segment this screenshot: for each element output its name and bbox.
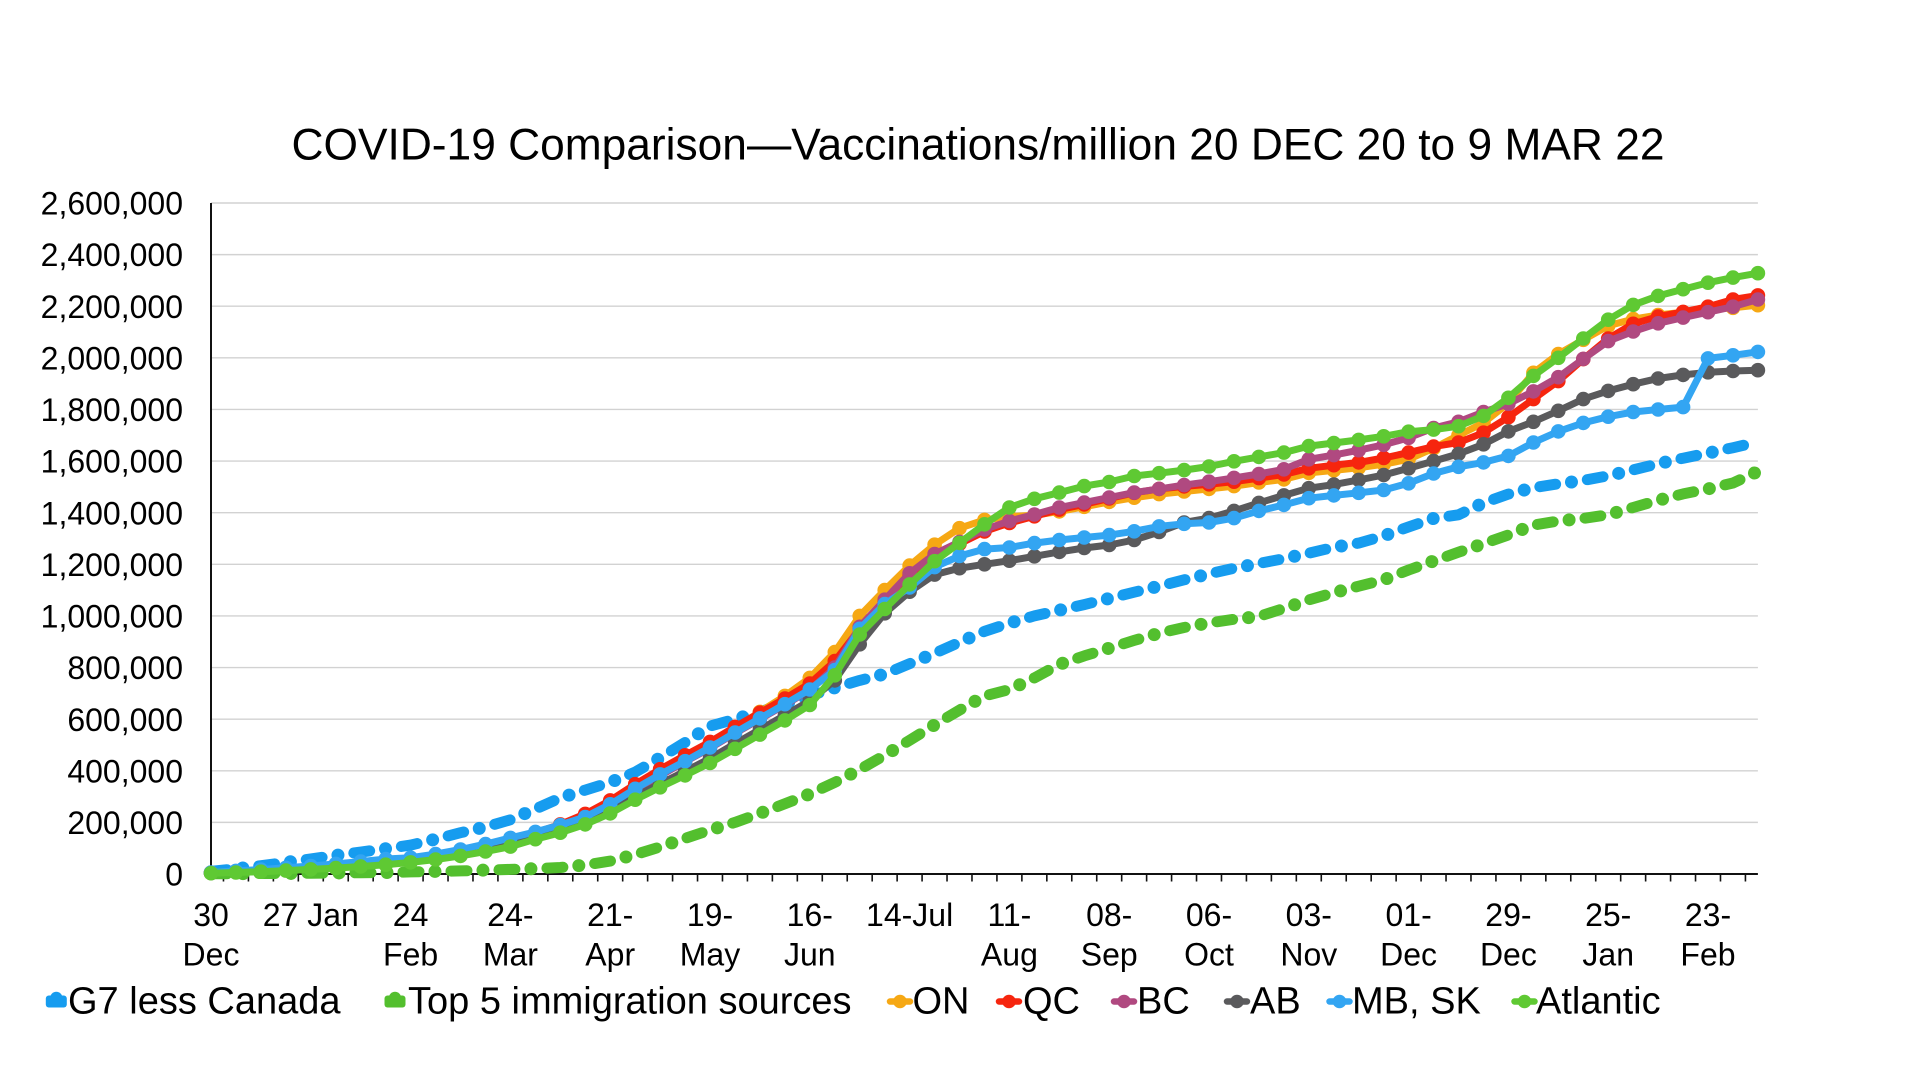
svg-text:1,600,000: 1,600,000	[41, 444, 183, 480]
svg-text:G7 less Canada: G7 less Canada	[68, 981, 341, 1023]
svg-text:Oct: Oct	[1184, 937, 1234, 973]
svg-text:2,000,000: 2,000,000	[41, 340, 183, 376]
svg-text:14-Jul: 14-Jul	[866, 897, 953, 933]
svg-text:Feb: Feb	[383, 937, 438, 973]
svg-text:QC: QC	[1023, 981, 1080, 1023]
svg-text:19-: 19-	[687, 897, 733, 933]
svg-text:27 Jan: 27 Jan	[263, 897, 359, 933]
svg-text:2,400,000: 2,400,000	[41, 237, 183, 273]
svg-text:Dec: Dec	[1380, 937, 1437, 973]
svg-text:Apr: Apr	[585, 937, 635, 973]
svg-text:03-: 03-	[1286, 897, 1332, 933]
svg-text:Nov: Nov	[1280, 937, 1337, 973]
svg-text:BC: BC	[1137, 981, 1190, 1023]
svg-text:400,000: 400,000	[67, 753, 183, 789]
svg-text:Top 5 immigration sources: Top 5 immigration sources	[408, 981, 852, 1023]
svg-text:16-: 16-	[787, 897, 833, 933]
svg-text:08-: 08-	[1086, 897, 1132, 933]
svg-text:30: 30	[193, 897, 229, 933]
svg-text:Dec: Dec	[183, 937, 240, 973]
svg-text:Atlantic: Atlantic	[1536, 981, 1661, 1023]
svg-text:1,400,000: 1,400,000	[41, 495, 183, 531]
svg-text:23-: 23-	[1685, 897, 1731, 933]
svg-text:May: May	[680, 937, 740, 973]
svg-text:25-: 25-	[1585, 897, 1631, 933]
svg-text:Jun: Jun	[784, 937, 836, 973]
svg-text:Jan: Jan	[1582, 937, 1634, 973]
svg-text:01-: 01-	[1385, 897, 1431, 933]
svg-text:06-: 06-	[1186, 897, 1232, 933]
svg-text:1,200,000: 1,200,000	[41, 547, 183, 583]
svg-text:Dec: Dec	[1480, 937, 1537, 973]
svg-text:600,000: 600,000	[67, 702, 183, 738]
svg-text:11-: 11-	[987, 897, 1031, 933]
svg-text:1,000,000: 1,000,000	[41, 599, 183, 635]
svg-text:MB, SK: MB, SK	[1352, 981, 1481, 1023]
svg-text:2,600,000: 2,600,000	[41, 186, 183, 222]
svg-text:AB: AB	[1250, 981, 1301, 1023]
svg-text:24: 24	[393, 897, 429, 933]
svg-text:24-: 24-	[487, 897, 533, 933]
svg-text:Sep: Sep	[1081, 937, 1138, 973]
svg-text:0: 0	[165, 857, 183, 893]
svg-text:COVID-19 Comparison—Vaccinatio: COVID-19 Comparison—Vaccinations/million…	[292, 121, 1665, 170]
svg-text:29-: 29-	[1485, 897, 1531, 933]
svg-text:2,200,000: 2,200,000	[41, 289, 183, 325]
svg-text:Mar: Mar	[483, 937, 538, 973]
svg-text:1,800,000: 1,800,000	[41, 392, 183, 428]
svg-text:Aug: Aug	[981, 937, 1038, 973]
svg-text:ON: ON	[913, 981, 970, 1023]
svg-text:800,000: 800,000	[67, 650, 183, 686]
svg-text:21-: 21-	[587, 897, 633, 933]
svg-text:200,000: 200,000	[67, 805, 183, 841]
svg-text:Feb: Feb	[1680, 937, 1735, 973]
